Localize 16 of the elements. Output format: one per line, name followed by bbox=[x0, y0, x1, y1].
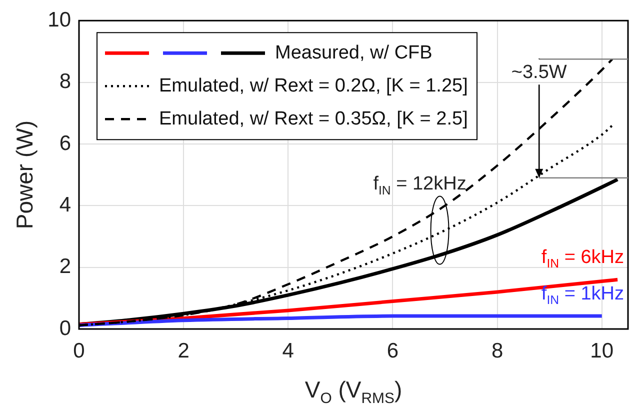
x-tick-label: 10 bbox=[590, 339, 614, 362]
annotation: ~3.5W bbox=[511, 62, 567, 83]
x-tick-label: 6 bbox=[386, 339, 399, 362]
legend-label: Emulated, w/ Rext = 0.2Ω, [K = 1.25] bbox=[159, 75, 468, 96]
x-tick-label: 2 bbox=[178, 339, 190, 362]
legend-label: Emulated, w/ Rext = 0.35Ω, [K = 2.5] bbox=[159, 108, 468, 130]
y-tick-label: 6 bbox=[59, 132, 71, 155]
y-tick-label: 4 bbox=[59, 193, 72, 216]
y-tick-label: 8 bbox=[59, 70, 71, 94]
x-tick-label: 4 bbox=[282, 339, 294, 362]
y-tick-label: 2 bbox=[59, 255, 71, 278]
y-tick-label: 0 bbox=[59, 316, 71, 340]
legend-label: Measured, w/ CFB bbox=[275, 42, 432, 64]
y-tick-label: 10 bbox=[48, 8, 71, 32]
y-axis-title: Power (W) bbox=[11, 120, 38, 230]
x-tick-label: 8 bbox=[491, 339, 504, 362]
